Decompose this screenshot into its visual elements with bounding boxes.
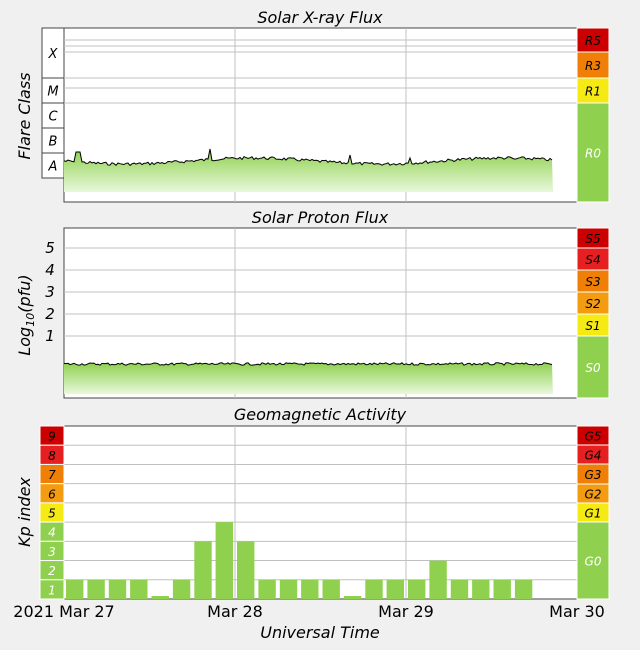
kp-bar-12 <box>322 579 340 599</box>
proton-scale-label-s5: S5 <box>585 232 600 246</box>
kp-bar-18 <box>450 579 469 599</box>
proton-ytick-1: 1 <box>45 327 55 345</box>
xlabel: Universal Time <box>260 623 380 642</box>
proton-scale-label-s2: S2 <box>585 297 600 311</box>
kp-bar-17 <box>429 560 447 599</box>
kp-bar-4 <box>151 596 169 599</box>
xray-scale-label-r5: R5 <box>585 34 601 48</box>
kp-bar-0 <box>66 579 84 599</box>
proton-panel: 5 4 3 2 1 S5 S4 S3 S2 S1 S0 <box>45 227 610 399</box>
kp-ytick-7: 7 <box>48 468 56 482</box>
xtick-3: Mar 30 <box>549 602 605 621</box>
xray-scale-label-r3: R3 <box>585 59 601 73</box>
proton-flux-area <box>64 362 553 394</box>
geomag-title: Geomagnetic Activity <box>234 405 407 424</box>
xray-scale-label-r1: R1 <box>585 85 601 99</box>
kp-scale-label-g1: G1 <box>585 507 602 521</box>
kp-bar-3 <box>130 579 148 599</box>
xtick-1: Mar 28 <box>207 602 263 621</box>
kp-left-band-1 <box>39 579 65 600</box>
kp-bar-21 <box>514 579 533 599</box>
kp-ytick-1: 1 <box>48 583 56 597</box>
kp-bar-19 <box>472 579 490 599</box>
xray-scale-band-r1 <box>576 77 610 104</box>
geomag-panel: 9 8 7 6 5 4 3 2 1 G5 G4 G3 G2 G1 G0 <box>39 425 610 600</box>
kp-ytick-5: 5 <box>48 507 56 521</box>
proton-ytick-5: 5 <box>45 239 55 257</box>
xtick-2: Mar 29 <box>378 602 434 621</box>
proton-ytick-3: 3 <box>45 283 55 301</box>
kp-bar-1 <box>87 579 105 599</box>
kp-scale-label-g4: G4 <box>585 449 602 463</box>
proton-title: Solar Proton Flux <box>252 208 389 227</box>
kp-ylabel: Kp index <box>15 477 34 547</box>
proton-scale-band-s0 <box>576 335 610 399</box>
proton-ylabel: Log10(pfu) <box>15 274 37 355</box>
kp-scale-label-g5: G5 <box>585 430 602 444</box>
xray-class-label-c: C <box>48 110 58 125</box>
kp-bar-9 <box>258 579 276 599</box>
xray-scale-band-r0 <box>576 102 610 203</box>
proton-flux-line <box>63 362 553 366</box>
xray-flux-area <box>64 149 553 192</box>
xtick-0: 2021 Mar 27 <box>13 602 114 621</box>
kp-scale-label-g3: G3 <box>585 468 602 482</box>
proton-ytick-4: 4 <box>45 261 55 279</box>
xray-ylabel: Flare Class <box>15 72 34 159</box>
proton-scale-label-s3: S3 <box>585 275 600 289</box>
xray-title: Solar X-ray Flux <box>257 8 383 27</box>
xray-class-label-m: M <box>47 85 58 100</box>
kp-bar-11 <box>301 579 319 599</box>
kp-bar-2 <box>108 579 127 599</box>
kp-plot-area <box>63 425 578 600</box>
kp-bar-6 <box>194 541 212 599</box>
kp-bar-10 <box>279 579 298 599</box>
kp-scale-label-g2: G2 <box>585 488 602 502</box>
kp-bar-16 <box>408 579 426 599</box>
kp-ytick-9: 9 <box>48 430 56 444</box>
kp-ytick-4: 4 <box>48 526 56 540</box>
kp-bar-8 <box>237 541 255 599</box>
proton-ytick-2: 2 <box>45 305 55 323</box>
proton-scale-label-s4: S4 <box>585 253 600 267</box>
kp-ytick-2: 2 <box>48 564 56 578</box>
xray-scale-label-r0: R0 <box>585 147 601 161</box>
xray-class-label-x: X <box>48 47 59 62</box>
kp-bar-5 <box>172 579 191 599</box>
kp-bar-15 <box>386 579 404 599</box>
kp-bar-13 <box>343 596 362 599</box>
kp-bar-14 <box>365 579 383 599</box>
proton-scale-label-s1: S1 <box>585 319 600 333</box>
kp-ytick-6: 6 <box>48 487 56 501</box>
kp-scale-band-g0 <box>576 521 610 600</box>
xray-class-label-a: A <box>48 160 58 175</box>
kp-ytick-3: 3 <box>48 545 56 559</box>
kp-bar-7 <box>215 522 233 599</box>
kp-ytick-8: 8 <box>48 449 56 463</box>
xray-class-label-b: B <box>49 135 58 150</box>
kp-scale-label-g0: G0 <box>585 555 602 569</box>
kp-bar-20 <box>493 579 511 599</box>
xray-flux-line <box>63 148 553 167</box>
proton-scale-label-s0: S0 <box>585 361 601 375</box>
